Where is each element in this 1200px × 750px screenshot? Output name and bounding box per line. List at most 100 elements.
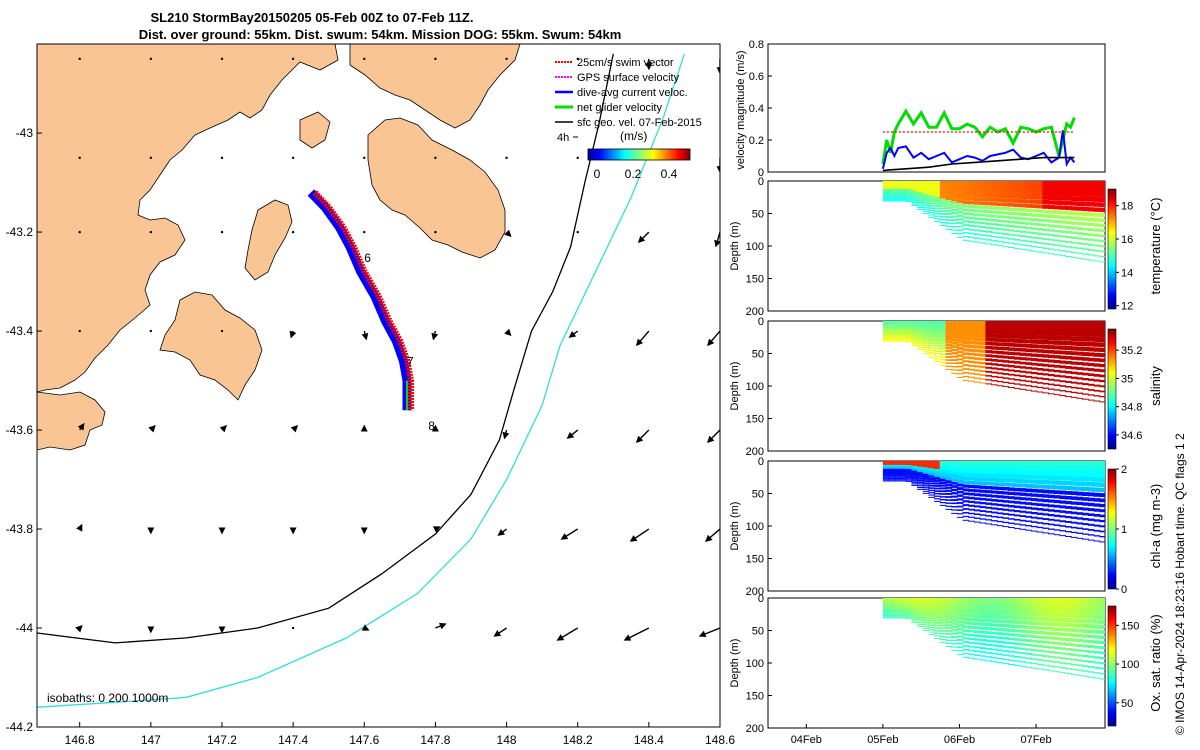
section-cell [928,325,935,329]
section-cell [917,321,924,324]
section-cell [1042,382,1049,385]
section-cell [1053,598,1061,604]
section-cell [962,181,970,186]
map-colorbar-tick-2: 0.4 [661,167,678,181]
section-cell [1099,503,1105,508]
section-cell [1025,194,1032,200]
section-cell [934,469,941,472]
time-x-tick-label: 04Feb [791,734,822,746]
section-cell [979,382,987,384]
section-cell [968,340,975,345]
section-cell [1048,602,1055,608]
section-cell [951,461,958,466]
section-cell [956,225,964,228]
section-cell [1082,538,1089,540]
section-cell [911,324,918,327]
section-cell [945,639,953,641]
section-cell [1076,496,1084,501]
section-cell [945,467,953,471]
section-cell [934,466,941,470]
section-cell [1053,321,1061,327]
velocity-arrow [714,231,720,248]
section-cell [1031,381,1038,383]
section-cell [911,195,918,197]
section-cell [956,464,964,469]
section-cell [888,324,896,327]
section-cell [1076,382,1084,385]
section-cell [1099,624,1105,630]
section-cell [911,609,918,611]
section-cell [1031,512,1038,515]
section-cell [888,607,896,609]
section-cell [1059,325,1066,332]
section-cell [951,226,958,228]
section-cell [1008,598,1015,604]
section-cell [1008,483,1015,487]
section-cell [1053,509,1061,513]
section-cell [1025,502,1032,505]
section-cell [911,330,918,333]
section-cell [996,380,1004,383]
section-cell [985,498,992,501]
section-cell [917,468,924,471]
section-cell [1076,392,1084,394]
section-cell [1065,381,1072,383]
section-cell [1008,194,1015,199]
section-cell [1059,181,1066,187]
section-cell [996,598,1004,603]
section-cell [1065,613,1072,618]
velocity-y-tick-label: 0.6 [749,71,764,83]
section-cell [905,465,913,467]
section-cell [951,478,958,482]
section-cell [928,619,935,622]
section-cell [1082,191,1089,197]
section-cell [1082,388,1089,390]
section-cell [900,613,907,615]
section-cell [945,349,953,352]
section-cell [945,330,953,334]
section-cell [1059,475,1066,481]
section-cell [985,515,992,517]
section-cell [911,196,918,199]
section-cell [991,219,998,222]
section-cell [1099,321,1105,327]
section-cell [968,629,975,633]
section-cell [1036,498,1044,502]
section-cell [962,629,970,633]
section-cell [962,609,970,614]
section-cell [934,199,941,202]
velocity-arrow [78,329,81,333]
section-cell [1065,321,1072,327]
section-cell [928,480,935,483]
section-cell [1019,366,1027,369]
section-cell [1002,181,1010,187]
section-cell [922,615,930,617]
section-cell [979,465,987,470]
section-cell [979,489,987,493]
velocity-series-line [881,108,1076,165]
section-cell [1019,510,1027,513]
section-cell [956,339,964,343]
section-cell [1025,366,1032,370]
section-cell [1042,325,1049,331]
section-cell [1099,525,1105,528]
section-cell [1031,607,1038,613]
section-cell [962,625,970,629]
section-cell [1076,211,1084,216]
section-cell [991,244,998,246]
section-cell [917,479,924,482]
section-cell [905,606,913,608]
section-cell [1019,602,1027,608]
section-cell [991,473,998,478]
section-cell [1048,612,1055,618]
section-cell [911,604,918,607]
section-cell [900,609,907,612]
section-cell [1053,480,1061,485]
section-cell [1053,514,1061,517]
section-cell [985,197,992,202]
section-cell [956,609,964,613]
section-cell [900,181,907,184]
section-cell [1013,510,1021,513]
section-cell [1070,341,1078,346]
section-cell [1013,207,1021,212]
